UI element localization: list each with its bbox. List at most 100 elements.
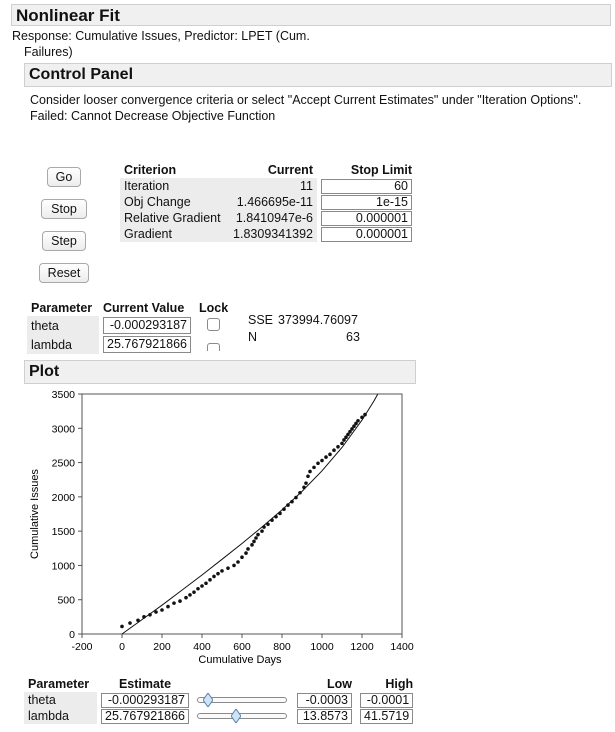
x-tick-label: 400 [193, 641, 211, 653]
lambda-low-input[interactable]: 13.8573 [297, 708, 352, 724]
data-point [350, 427, 354, 431]
table-row: theta -0.000293187 -0.0003 -0.0001 [24, 692, 417, 708]
y-axis: 0 500 1000 1500 2000 2500 3000 3500 [52, 389, 82, 641]
stop-limit-input[interactable]: 0.000001 [321, 226, 412, 242]
lambda-high-input[interactable]: 41.5719 [360, 708, 414, 724]
data-point [328, 452, 332, 457]
stop-limit-input[interactable]: 0.000001 [321, 210, 412, 226]
data-point [232, 563, 236, 568]
y-tick-label: 3000 [52, 423, 76, 435]
data-point [160, 608, 164, 612]
criterion-name: Obj Change [120, 194, 226, 210]
plot-title[interactable]: Plot [24, 360, 416, 384]
table-row: lambda 25.767921866 13.8573 41.5719 [24, 708, 417, 724]
lock-header: Lock [199, 301, 229, 315]
y-tick-label: 1000 [52, 560, 76, 572]
data-point [200, 584, 204, 588]
response-line-2: Failures) [24, 45, 73, 59]
data-point [120, 624, 124, 629]
table-row: Relative Gradient 1.8410947e-6 0.000001 [120, 210, 416, 226]
y-axis-label: Cumulative Issues [29, 469, 41, 559]
data-point [252, 539, 256, 544]
convergence-message: Consider looser convergence criteria or … [30, 93, 582, 107]
x-tick-label: -200 [71, 641, 92, 653]
lambda-lock-checkbox[interactable] [207, 343, 221, 351]
table-row: Iteration 11 60 [120, 178, 416, 194]
sse-label: SSE [248, 313, 274, 327]
criterion-current: 1.8309341392 [226, 226, 317, 242]
slider-thumb-icon[interactable] [231, 709, 242, 723]
data-point [244, 551, 248, 555]
step-button[interactable]: Step [42, 231, 86, 251]
data-point [332, 448, 336, 453]
criterion-name: Gradient [120, 226, 226, 242]
criterion-current: 1.8410947e-6 [226, 210, 317, 226]
stop-limit-input[interactable]: 60 [321, 178, 412, 194]
reset-button[interactable]: Reset [39, 263, 89, 283]
table-row: lambda 25.767921866 [27, 335, 232, 354]
theta-estimate-input[interactable]: -0.000293187 [101, 692, 189, 708]
y-tick-label: 3500 [52, 389, 76, 401]
slider-thumb-icon[interactable] [202, 693, 213, 707]
lambda-value-input[interactable]: 25.767921866 [103, 336, 191, 353]
estimates-table: Parameter Estimate Low High theta -0.000… [24, 676, 417, 724]
stop-button[interactable]: Stop [41, 199, 87, 219]
x-tick-label: 1400 [390, 641, 414, 653]
lambda-estimate-input[interactable]: 25.767921866 [101, 708, 189, 724]
data-point [192, 590, 196, 594]
y-tick-label: 2000 [52, 492, 76, 504]
theta-low-input[interactable]: -0.0003 [297, 692, 352, 708]
table-row: theta -0.000293187 [27, 316, 232, 335]
data-point [178, 599, 182, 603]
theta-lock-checkbox[interactable] [207, 317, 221, 331]
data-point [342, 438, 346, 442]
data-point [312, 465, 316, 470]
theta-high-input[interactable]: -0.0001 [360, 692, 414, 708]
data-point [196, 586, 200, 591]
n-label: N [248, 330, 258, 344]
current-header: Current [267, 163, 313, 177]
data-point [220, 569, 224, 573]
criterion-current: 11 [226, 178, 317, 194]
parameter-name: theta [27, 316, 99, 335]
x-tick-label: 0 [119, 641, 125, 653]
low-header: Low [327, 677, 352, 691]
y-tick-label: 1500 [52, 526, 76, 538]
data-point [260, 529, 264, 533]
data-point [352, 424, 356, 429]
x-tick-label: 1200 [350, 641, 374, 653]
parameter-header: Parameter [31, 301, 93, 315]
theta-value-input[interactable]: -0.000293187 [103, 317, 191, 334]
high-header: High [385, 677, 414, 691]
data-point [256, 532, 260, 537]
data-point [154, 610, 158, 614]
x-tick-label: 200 [153, 641, 171, 653]
data-point [212, 574, 216, 579]
data-point [188, 593, 192, 597]
data-point [344, 435, 348, 439]
go-button[interactable]: Go [47, 167, 81, 187]
lambda-slider[interactable] [197, 708, 287, 724]
data-point [128, 621, 132, 625]
data-point [266, 522, 270, 527]
data-point [226, 566, 230, 570]
theta-slider[interactable] [197, 692, 287, 708]
response-line-1: Response: Cumulative Issues, Predictor: … [12, 29, 310, 43]
control-panel-title[interactable]: Control Panel [24, 63, 612, 87]
data-point [208, 578, 212, 582]
x-axis-label: Cumulative Days [198, 654, 282, 666]
y-tick-label: 0 [69, 629, 75, 641]
data-point [340, 441, 344, 446]
data-point [324, 455, 328, 459]
nonlinear-fit-title[interactable]: Nonlinear Fit [11, 4, 611, 26]
data-point [166, 604, 170, 609]
data-point [308, 469, 312, 474]
criterion-header: Criterion [124, 163, 177, 177]
x-tick-label: 800 [273, 641, 291, 653]
est-parameter-name: theta [24, 692, 97, 708]
parameter-name: lambda [27, 335, 99, 354]
data-point [336, 445, 340, 449]
x-tick-label: 1000 [310, 641, 334, 653]
x-axis: -200 0 200 400 600 800 1000 1200 1400 [71, 634, 414, 653]
stop-limit-input[interactable]: 1e-15 [321, 194, 412, 210]
